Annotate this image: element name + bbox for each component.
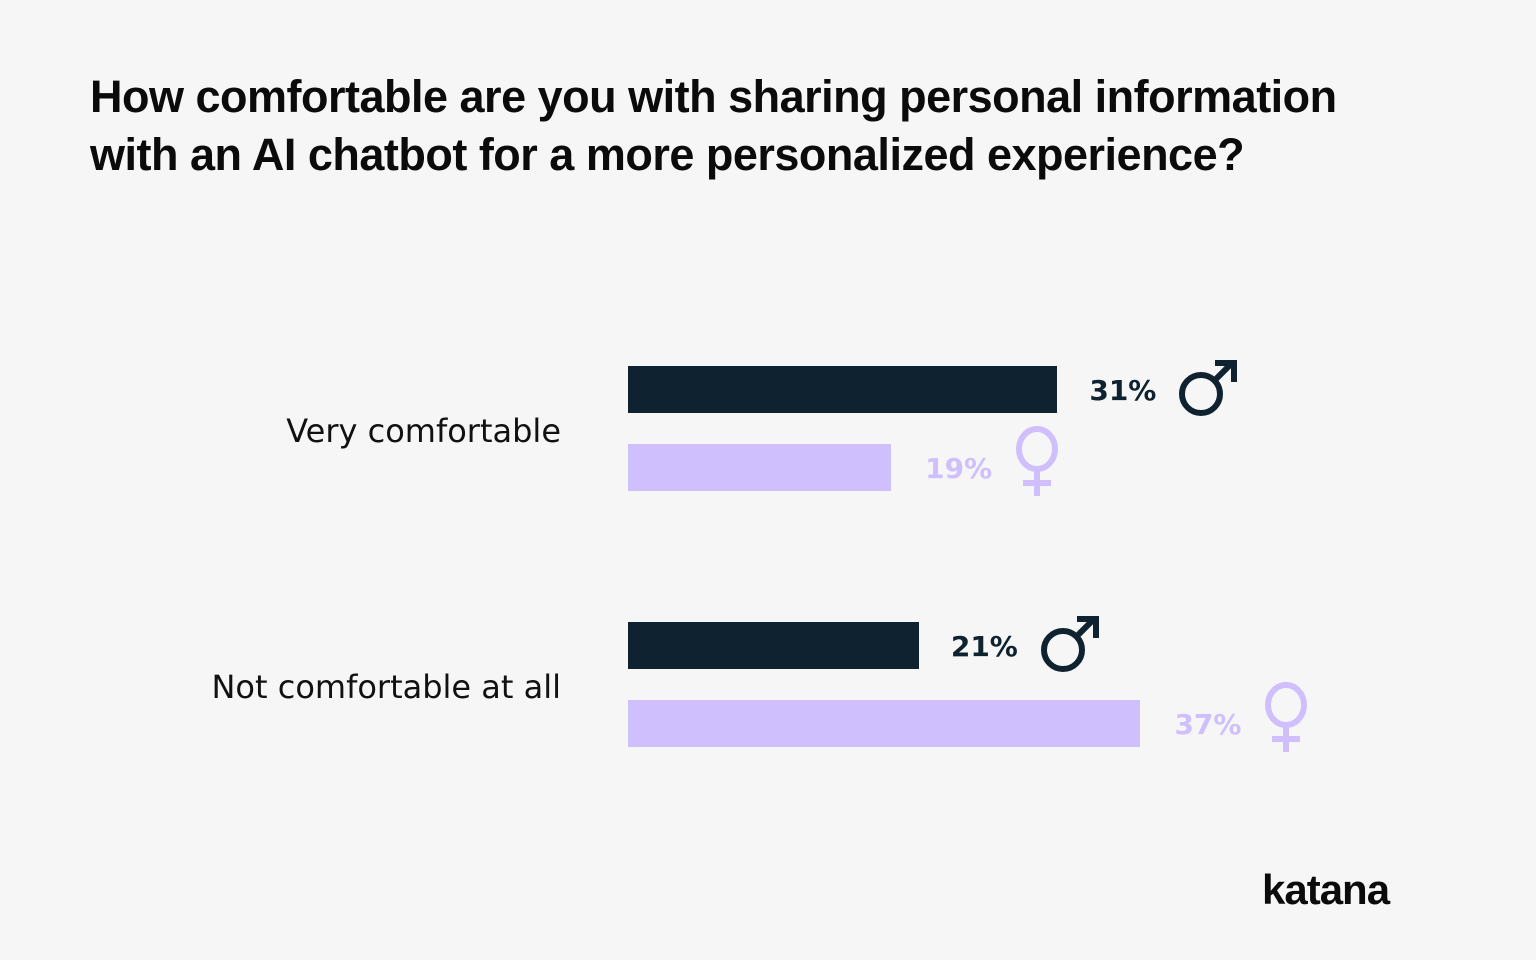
category-label: Not comfortable at all (211, 668, 561, 706)
katana-logo: katana (1262, 866, 1390, 913)
female-symbol-icon (1260, 682, 1312, 759)
value-label-female: 19% (925, 452, 993, 485)
bar-male (628, 366, 1058, 413)
female-symbol-icon (1011, 426, 1063, 503)
bar-female (628, 700, 1141, 747)
value-label-male: 21% (950, 630, 1018, 663)
category-label: Very comfortable (286, 412, 561, 450)
bar-group: Very comfortable 31% 19% (0, 359, 1536, 496)
male-symbol-icon (1177, 358, 1239, 425)
bar-group: Not comfortable at all 21% 37% (0, 615, 1536, 752)
male-symbol-icon (1039, 614, 1101, 681)
value-label-male: 31% (1089, 374, 1157, 407)
bar-male (628, 622, 919, 669)
chart-title: How comfortable are you with sharing per… (90, 71, 1337, 180)
bar-female (628, 444, 892, 491)
value-label-female: 37% (1174, 708, 1242, 741)
